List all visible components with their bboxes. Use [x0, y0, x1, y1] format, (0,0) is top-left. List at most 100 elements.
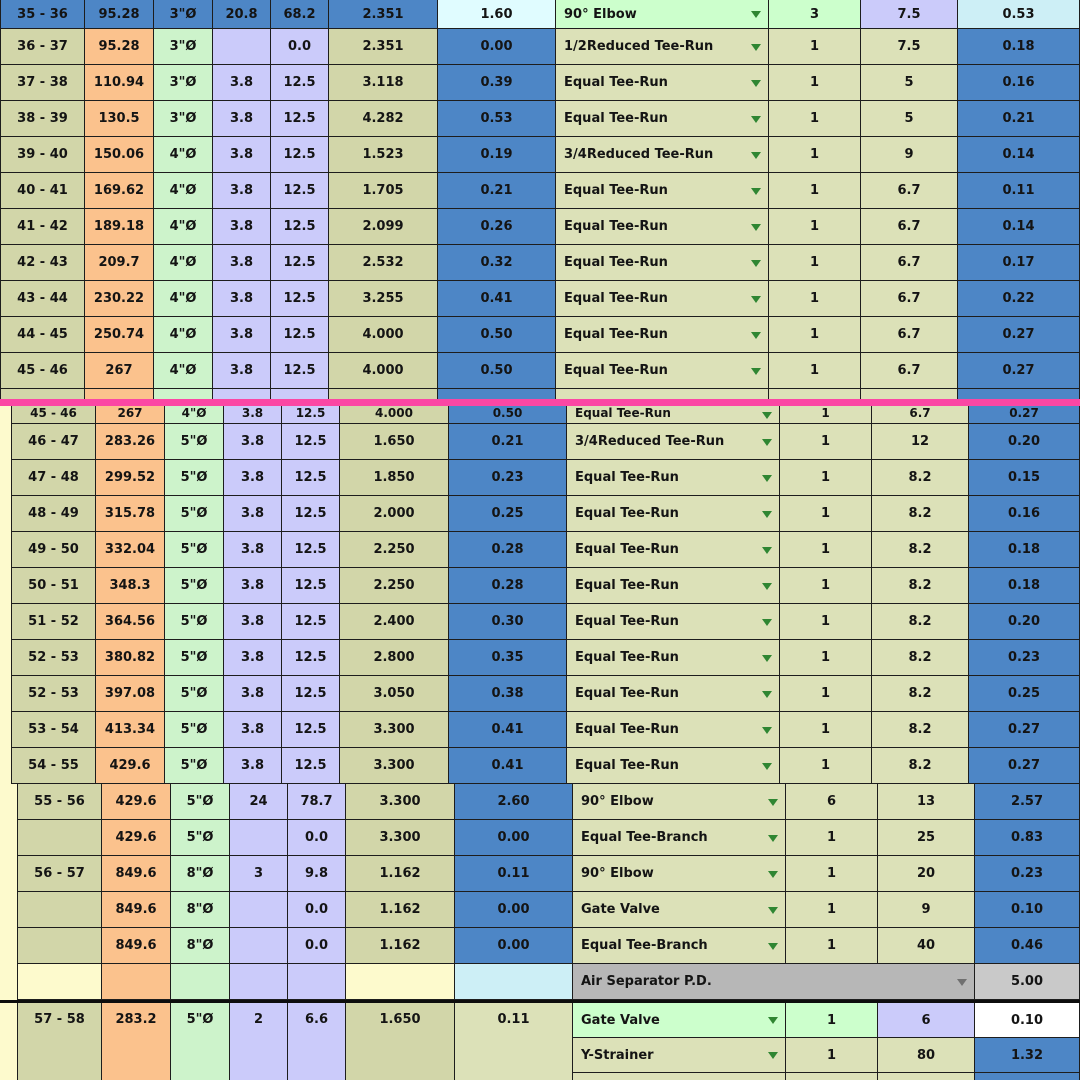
segment-cell[interactable]: 45 - 46: [12, 406, 96, 423]
pipe-dia-cell[interactable]: 8"Ø: [171, 928, 230, 963]
num5-cell[interactable]: 12.5: [282, 604, 340, 639]
segment-cell[interactable]: 50 - 51: [12, 568, 96, 603]
num7-cell[interactable]: 0.35: [449, 640, 567, 675]
pd-cell[interactable]: 0.22: [958, 281, 1080, 316]
num7-cell[interactable]: 0.50: [449, 406, 567, 423]
num7-cell[interactable]: 0.23: [449, 460, 567, 495]
qty-cell[interactable]: 1: [780, 406, 872, 423]
num5-cell[interactable]: 12.5: [282, 532, 340, 567]
segment-cell[interactable]: 54 - 55: [12, 748, 96, 783]
num6-cell[interactable]: 3.050: [340, 676, 449, 711]
pd-cell[interactable]: 0.14: [958, 209, 1080, 244]
num7-cell[interactable]: 0.26: [438, 209, 556, 244]
num6-cell[interactable]: 2.000: [340, 496, 449, 531]
len-cell[interactable]: 9: [861, 137, 958, 172]
num7-cell[interactable]: 2.60: [455, 784, 573, 819]
num6-cell[interactable]: 3.300: [340, 712, 449, 747]
num4-cell[interactable]: 3.8: [213, 281, 271, 316]
pipe-dia-cell[interactable]: 5"Ø: [171, 784, 230, 819]
num6-cell[interactable]: 2.250: [340, 568, 449, 603]
pd-cell[interactable]: 0.83: [975, 820, 1080, 855]
fitting-dropdown[interactable]: Equal Tee-Branch: [573, 820, 786, 855]
segment-cell[interactable]: 55 - 56: [18, 784, 102, 819]
num4-cell[interactable]: 3.8: [224, 424, 282, 459]
len-cell[interactable]: 6.7: [861, 245, 958, 280]
flow-cell[interactable]: 429.6: [102, 820, 171, 855]
qty-cell[interactable]: [769, 389, 861, 399]
num7-cell[interactable]: 0.11: [455, 1003, 573, 1080]
num7-cell[interactable]: 0.50: [438, 353, 556, 388]
len-cell[interactable]: 8.2: [872, 676, 969, 711]
qty-cell[interactable]: 1: [780, 712, 872, 747]
segment-cell[interactable]: 53 - 54: [12, 712, 96, 747]
num6-cell[interactable]: 3.300: [340, 748, 449, 783]
num6-cell[interactable]: 2.351: [329, 29, 438, 64]
num6-cell[interactable]: 3.300: [346, 820, 455, 855]
dropdown-arrow-icon[interactable]: [751, 367, 761, 375]
num4-cell[interactable]: 24: [230, 784, 288, 819]
num6-cell[interactable]: 4.000: [340, 406, 449, 423]
pipe-dia-cell[interactable]: 3"Ø: [154, 0, 213, 28]
dropdown-arrow-icon[interactable]: [751, 331, 761, 339]
pd-cell[interactable]: [975, 1073, 1080, 1080]
dropdown-arrow-icon[interactable]: [762, 762, 772, 770]
fitting-dropdown[interactable]: 90° Elbow: [573, 856, 786, 891]
num7-cell[interactable]: 0.00: [455, 928, 573, 963]
num7-cell[interactable]: 0.32: [438, 245, 556, 280]
num7-cell[interactable]: 0.38: [449, 676, 567, 711]
pd-cell[interactable]: 0.53: [958, 0, 1080, 28]
qty-cell[interactable]: 1: [786, 820, 878, 855]
num5-cell[interactable]: 78.7: [288, 784, 346, 819]
num6-cell[interactable]: 1.650: [340, 424, 449, 459]
num4-cell[interactable]: 3.8: [213, 173, 271, 208]
num6-cell[interactable]: 1.162: [346, 892, 455, 927]
flow-cell[interactable]: 413.34: [96, 712, 165, 747]
fitting-dropdown[interactable]: Equal Tee-Run: [556, 317, 769, 352]
num6-cell[interactable]: 1.850: [340, 460, 449, 495]
dropdown-arrow-icon[interactable]: [751, 11, 761, 18]
num7-cell[interactable]: 0.00: [455, 820, 573, 855]
qty-cell[interactable]: 1: [786, 1003, 878, 1037]
dropdown-arrow-icon[interactable]: [762, 690, 772, 698]
flow-cell[interactable]: 95.28: [85, 0, 154, 28]
pipe-dia-cell[interactable]: 4"Ø: [154, 353, 213, 388]
num4-cell[interactable]: [213, 29, 271, 64]
flow-cell[interactable]: 95.28: [85, 29, 154, 64]
qty-cell[interactable]: 1: [780, 640, 872, 675]
pipe-dia-cell[interactable]: 5"Ø: [165, 496, 224, 531]
segment-cell[interactable]: 38 - 39: [1, 101, 85, 136]
pd-cell[interactable]: 0.10: [975, 1003, 1080, 1037]
num6-cell[interactable]: 4.282: [329, 101, 438, 136]
qty-cell[interactable]: 1: [780, 604, 872, 639]
fitting-dropdown[interactable]: Equal Tee-Run: [567, 568, 780, 603]
dropdown-arrow-icon[interactable]: [751, 151, 761, 159]
fitting-dropdown[interactable]: Y-Strainer: [573, 1038, 786, 1072]
pd-cell[interactable]: 0.27: [969, 712, 1080, 747]
flow-cell[interactable]: 209.7: [85, 245, 154, 280]
qty-cell[interactable]: 6: [786, 784, 878, 819]
num5-cell[interactable]: 12.5: [282, 460, 340, 495]
num5-cell[interactable]: 12.5: [271, 209, 329, 244]
num4-cell[interactable]: 3.8: [224, 460, 282, 495]
len-cell[interactable]: 80: [878, 1038, 975, 1072]
num5-cell[interactable]: 12.5: [282, 496, 340, 531]
num4-cell[interactable]: [230, 928, 288, 963]
len-cell[interactable]: 8.2: [872, 604, 969, 639]
fitting-dropdown[interactable]: 3/4Reduced Tee-Run: [567, 424, 780, 459]
air-separator-dropdown[interactable]: Air Separator P.D.: [573, 964, 975, 999]
qty-cell[interactable]: 1: [769, 101, 861, 136]
len-cell[interactable]: 6.7: [861, 353, 958, 388]
num4-cell[interactable]: 3.8: [213, 245, 271, 280]
flow-cell[interactable]: 849.6: [102, 856, 171, 891]
qty-cell[interactable]: 1: [780, 424, 872, 459]
num5-cell[interactable]: 9.8: [288, 856, 346, 891]
flow-cell[interactable]: 849.6: [102, 892, 171, 927]
num7-cell[interactable]: 0.21: [449, 424, 567, 459]
num7-cell[interactable]: 0.00: [455, 892, 573, 927]
len-cell[interactable]: 12: [872, 424, 969, 459]
flow-cell[interactable]: 230.22: [85, 281, 154, 316]
dropdown-arrow-icon[interactable]: [762, 474, 772, 482]
segment-cell[interactable]: 49 - 50: [12, 532, 96, 567]
dropdown-arrow-icon[interactable]: [762, 654, 772, 662]
pd-cell[interactable]: 0.23: [969, 640, 1080, 675]
